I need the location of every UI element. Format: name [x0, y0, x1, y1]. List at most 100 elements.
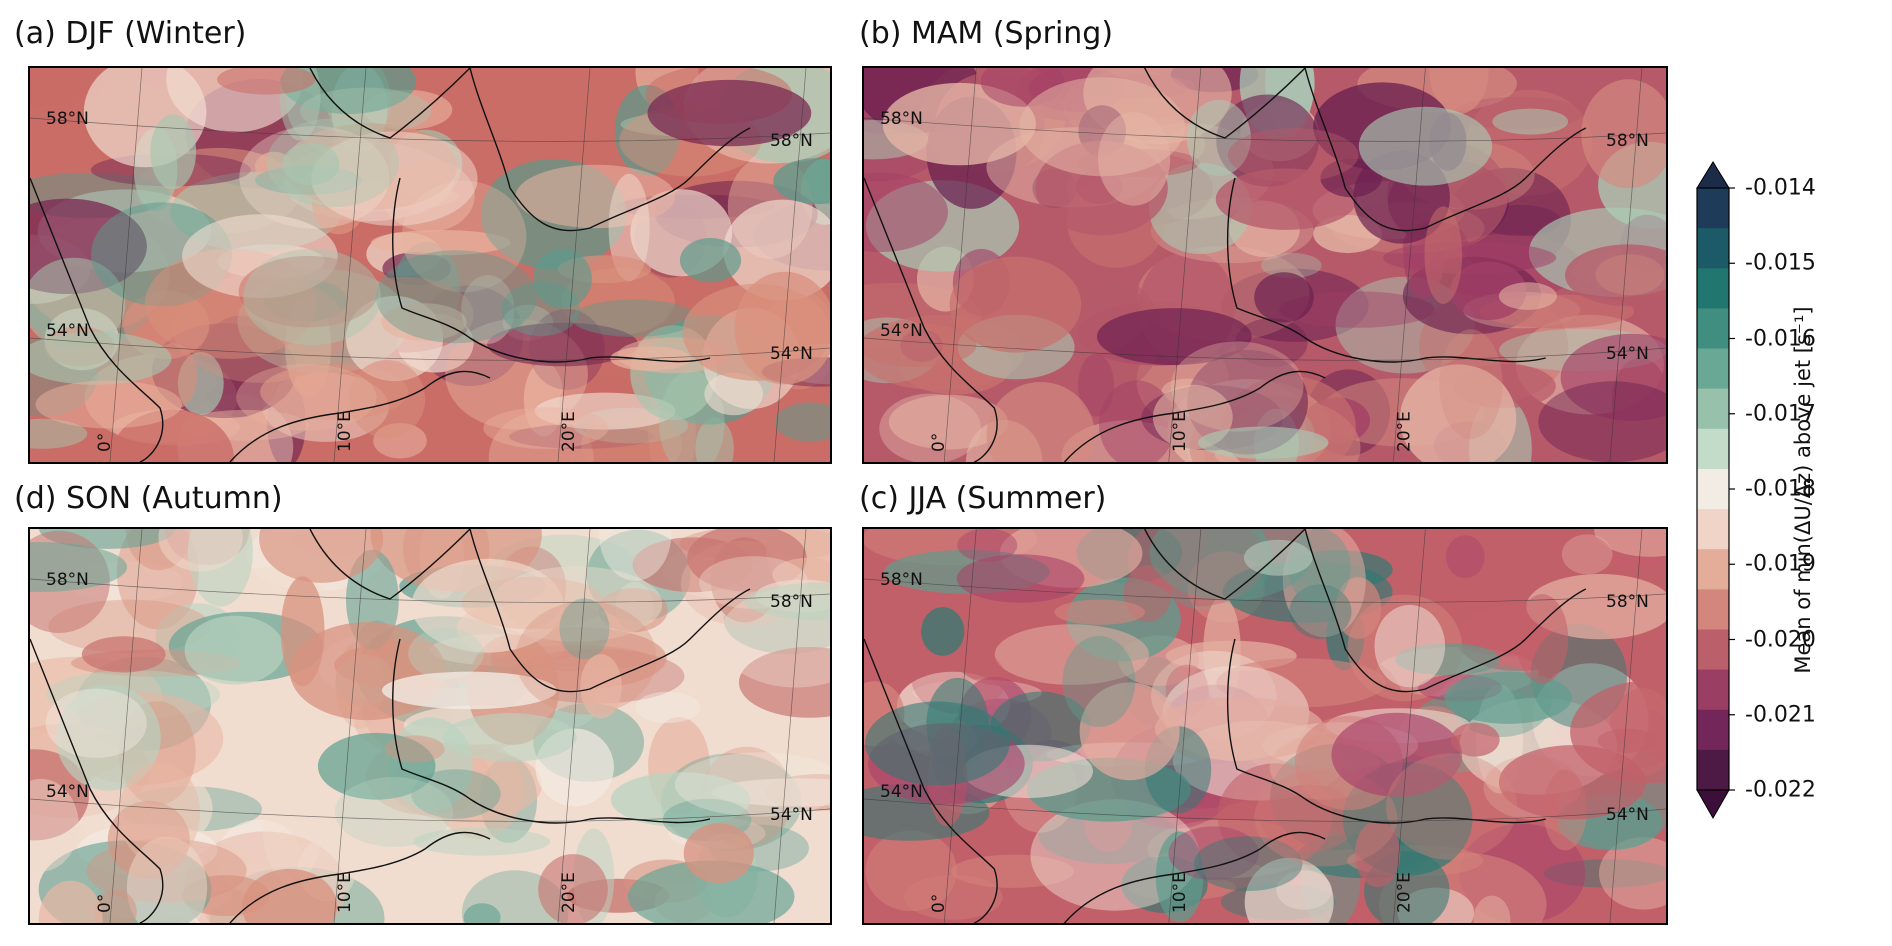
- panel-title-b: (b) MAM (Spring): [859, 16, 1114, 51]
- field-blob: [610, 772, 751, 827]
- field-blob: [1570, 680, 1666, 784]
- lat-line-58: [864, 117, 1666, 142]
- coastline: [864, 638, 998, 923]
- field-blob: [461, 576, 606, 630]
- field-blob: [30, 542, 128, 592]
- lat-line-54: [864, 337, 1666, 361]
- field-blob: [1599, 837, 1666, 910]
- map-panel-a: 58°N 58°N 54°N 54°N 0° 10°E 20°E: [28, 66, 832, 464]
- field-blob: [1193, 836, 1303, 891]
- field-blob: [1098, 111, 1171, 206]
- field-blob: [571, 299, 698, 337]
- field-blob: [1243, 539, 1313, 576]
- field-blob: [461, 275, 515, 344]
- field-blob: [580, 654, 622, 719]
- lon-line-3: [773, 529, 807, 923]
- lon-line-0: [943, 529, 977, 923]
- field-blob: [381, 671, 557, 710]
- lat-label-left: 58°N: [46, 570, 89, 590]
- field-blob: [647, 79, 812, 147]
- lat-label-right: 54°N: [1606, 805, 1649, 825]
- field-blob: [282, 142, 340, 186]
- lon-line-3: [1609, 68, 1643, 462]
- coastline: [392, 177, 711, 363]
- field-blob: [957, 529, 1018, 562]
- coastline: [392, 638, 711, 824]
- coastline: [469, 68, 751, 232]
- field-blob: [81, 636, 166, 673]
- field-blob: [238, 256, 379, 328]
- field-blob: [107, 801, 190, 879]
- colorbar-segment: [1697, 228, 1729, 269]
- coastline: [309, 68, 471, 139]
- field-blob: [1516, 594, 1569, 684]
- field-blob: [598, 588, 668, 633]
- field-blob: [865, 701, 1010, 786]
- coastline: [1226, 177, 1546, 363]
- field-blob: [1215, 168, 1357, 230]
- colorbar-segment: [1697, 509, 1729, 550]
- field-blob: [1078, 354, 1114, 417]
- panel-title-d: (d) SON (Autumn): [14, 481, 283, 516]
- colorbar-segment: [1697, 308, 1729, 350]
- lat-label-right: 58°N: [1606, 592, 1649, 612]
- colorbar-tick-label: -0.020: [1745, 627, 1816, 652]
- field-blob: [1331, 712, 1463, 797]
- field-blob: [116, 529, 199, 630]
- coastline: [30, 177, 164, 462]
- lon-label: 10°E: [1170, 872, 1190, 913]
- lat-label-left: 58°N: [880, 109, 923, 129]
- lat-label-right: 58°N: [1606, 131, 1649, 151]
- field-blob: [119, 761, 201, 865]
- field-blob: [1096, 308, 1252, 366]
- lon-line-0: [109, 529, 143, 923]
- field-blob: [1595, 254, 1665, 296]
- coastline: [30, 638, 164, 923]
- field-blob: [683, 823, 754, 884]
- field-blob: [1444, 671, 1572, 724]
- lon-line-0: [109, 68, 143, 462]
- field-blob: [1374, 604, 1446, 688]
- field-blob: [126, 836, 208, 923]
- colorbar-segment: [1697, 268, 1729, 309]
- field-blob: [408, 628, 484, 680]
- field-blob: [509, 424, 655, 449]
- field-blob: [994, 624, 1150, 685]
- lon-label: 10°E: [1170, 411, 1190, 452]
- field-blob: [483, 407, 609, 449]
- coastline: [469, 529, 751, 693]
- lon-label: 10°E: [335, 872, 355, 913]
- map-panel-b: 58°N 58°N 54°N 54°N 0° 10°E 20°E: [862, 66, 1668, 464]
- field-blob: [635, 691, 701, 724]
- field-blob: [375, 250, 537, 344]
- colorbar-tick-label: -0.018: [1745, 476, 1816, 502]
- lat-line-54: [864, 798, 1666, 822]
- lon-label: 20°E: [1394, 411, 1414, 452]
- field-blob: [1244, 857, 1334, 923]
- field-blob: [413, 827, 551, 856]
- lat-label-right: 54°N: [770, 344, 813, 364]
- lat-label-right: 58°N: [770, 131, 813, 151]
- field-blob: [30, 68, 104, 107]
- field-blob: [381, 303, 467, 341]
- lat-line-54: [30, 798, 830, 822]
- map-canvas-d: 58°N 58°N 54°N 54°N 0° 10°E 20°E: [30, 529, 830, 923]
- lon-label: 10°E: [335, 411, 355, 452]
- field-blob: [1429, 68, 1489, 114]
- lon-label: 0°: [929, 894, 949, 913]
- lon-label: 0°: [929, 433, 949, 452]
- field-blob: [1451, 722, 1500, 757]
- field-blob: [30, 418, 88, 449]
- field-blob: [1099, 380, 1175, 462]
- field-blob: [990, 691, 1091, 762]
- field-blob: [1227, 128, 1359, 182]
- lon-label: 20°E: [1394, 872, 1414, 913]
- field-blob: [1354, 820, 1401, 887]
- field-blob: [1492, 108, 1569, 135]
- lat-line-58: [864, 578, 1666, 603]
- lat-label-left: 54°N: [880, 321, 923, 341]
- map-panel-c: 58°N 58°N 54°N 54°N 0° 10°E 20°E: [862, 527, 1668, 925]
- field-blob: [986, 382, 1095, 462]
- lon-line-1: [333, 68, 367, 462]
- field-blob: [695, 417, 734, 462]
